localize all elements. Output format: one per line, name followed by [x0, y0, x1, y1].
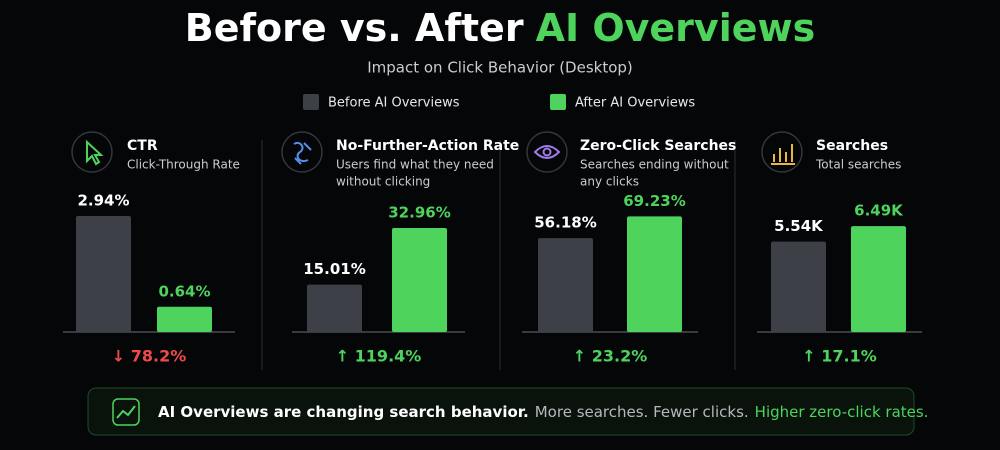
value-label: 56.18% [534, 214, 596, 232]
icon-no-further-action [281, 131, 323, 173]
footer-body: More searches. Fewer clicks. [535, 403, 749, 421]
bar [76, 216, 131, 332]
panel-subtitle: Searches ending without [580, 158, 729, 172]
title-highlight: AI Overviews [536, 6, 816, 50]
title-main: Before vs. After [185, 6, 524, 50]
bar [851, 226, 906, 332]
value-label: 2.94% [77, 192, 129, 210]
panel-subtitle: without clicking [336, 175, 430, 189]
legend-swatch [303, 94, 319, 110]
panel-subtitle: any clicks [580, 175, 639, 189]
change-label: ↑ 17.1% [802, 347, 876, 366]
footer-highlight: Higher zero-click rates. [755, 403, 929, 421]
bar [307, 284, 362, 332]
legend-swatch [550, 94, 566, 110]
value-label: 15.01% [303, 260, 365, 278]
bar [157, 306, 212, 332]
value-label: 5.54K [774, 217, 824, 235]
bar [627, 216, 682, 332]
icon-ctr [71, 131, 113, 173]
value-label: 6.49K [854, 202, 904, 220]
footer-headline: AI Overviews are changing search behavio… [158, 403, 529, 421]
panel-subtitle: Users find what they need [336, 158, 494, 172]
value-label: 0.64% [158, 282, 210, 300]
legend-label: Before AI Overviews [328, 96, 460, 111]
panel-title: Zero-Click Searches [580, 138, 736, 154]
page-subtitle: Impact on Click Behavior (Desktop) [367, 59, 633, 77]
panel-title: Searches [816, 138, 888, 154]
icon-searches [761, 131, 803, 173]
footer-icon [112, 398, 140, 426]
value-label: 32.96% [388, 203, 450, 221]
bar [392, 227, 447, 332]
change-label: ↓ 78.2% [112, 347, 186, 366]
bar [538, 238, 593, 332]
panel-title: CTR [127, 138, 158, 154]
legend-label: After AI Overviews [575, 96, 695, 111]
change-label: ↑ 119.4% [336, 347, 422, 366]
footer-text: AI Overviews are changing search behavio… [158, 403, 928, 421]
panel-subtitle: Click-Through Rate [127, 158, 240, 172]
icon-zero-click [526, 131, 568, 173]
bar [771, 241, 826, 332]
value-label: 69.23% [623, 192, 685, 210]
change-label: ↑ 23.2% [573, 347, 647, 366]
footer-box [87, 387, 915, 436]
panel-subtitle: Total searches [815, 158, 901, 172]
panel-title: No-Further-Action Rate [336, 138, 519, 154]
page-title: Before vs. After AI Overviews [185, 6, 815, 50]
footer-icon-line [116, 405, 136, 419]
